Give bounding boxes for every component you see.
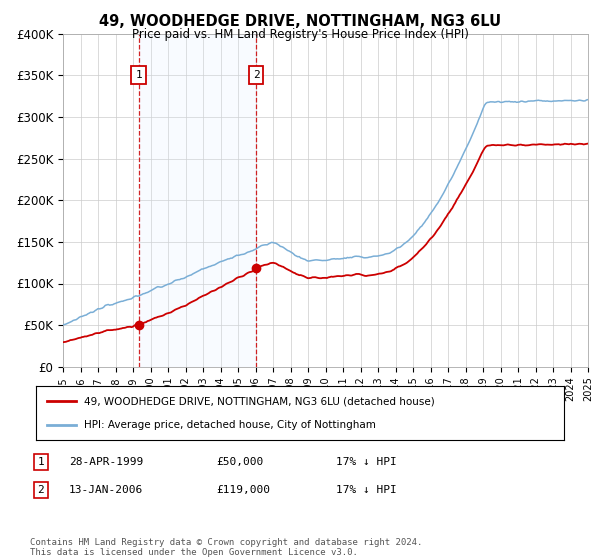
Text: Contains HM Land Registry data © Crown copyright and database right 2024.
This d: Contains HM Land Registry data © Crown c… <box>30 538 422 557</box>
Text: 49, WOODHEDGE DRIVE, NOTTINGHAM, NG3 6LU (detached house): 49, WOODHEDGE DRIVE, NOTTINGHAM, NG3 6LU… <box>83 396 434 407</box>
Text: 28-APR-1999: 28-APR-1999 <box>69 457 143 467</box>
Text: £119,000: £119,000 <box>216 485 270 495</box>
Text: 49, WOODHEDGE DRIVE, NOTTINGHAM, NG3 6LU: 49, WOODHEDGE DRIVE, NOTTINGHAM, NG3 6LU <box>99 14 501 29</box>
Text: HPI: Average price, detached house, City of Nottingham: HPI: Average price, detached house, City… <box>83 419 376 430</box>
Text: 13-JAN-2006: 13-JAN-2006 <box>69 485 143 495</box>
Bar <box>139 34 256 367</box>
Text: 2: 2 <box>37 485 44 495</box>
Text: 1: 1 <box>37 457 44 467</box>
Text: 2: 2 <box>253 70 260 80</box>
Text: 17% ↓ HPI: 17% ↓ HPI <box>336 457 397 467</box>
Text: £50,000: £50,000 <box>216 457 263 467</box>
Text: 1: 1 <box>135 70 142 80</box>
Text: Price paid vs. HM Land Registry's House Price Index (HPI): Price paid vs. HM Land Registry's House … <box>131 28 469 41</box>
Text: 17% ↓ HPI: 17% ↓ HPI <box>336 485 397 495</box>
